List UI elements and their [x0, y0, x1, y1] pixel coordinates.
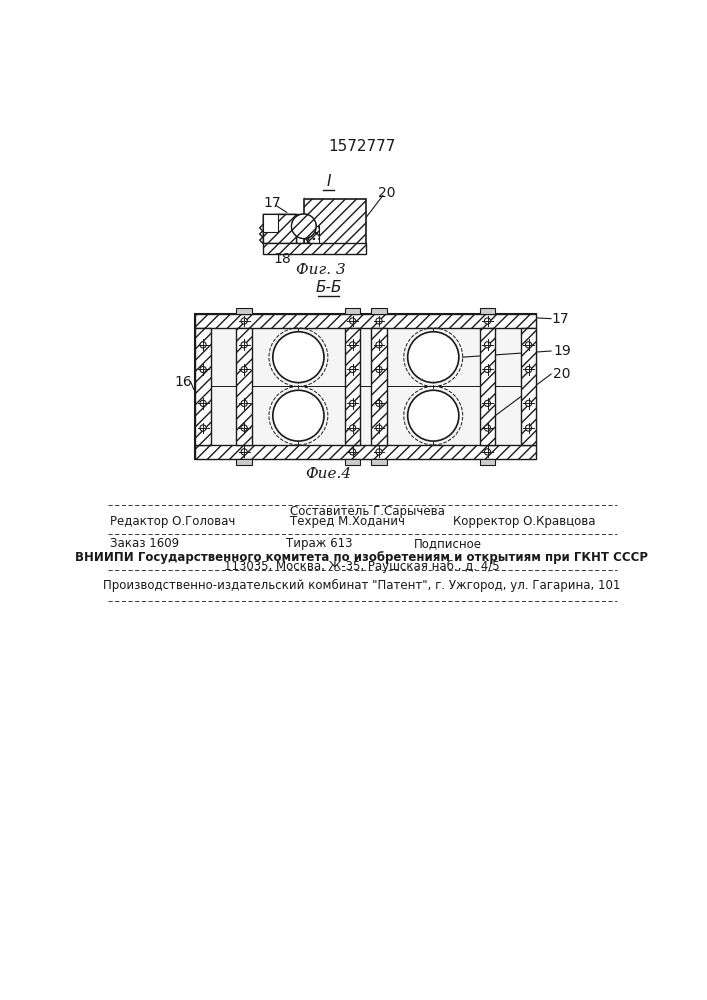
- Bar: [371, 459, 387, 465]
- Circle shape: [376, 318, 382, 324]
- Text: Подписное: Подписное: [414, 537, 482, 550]
- Bar: [345, 459, 361, 465]
- Text: 20: 20: [554, 367, 571, 381]
- Circle shape: [484, 318, 491, 324]
- Bar: [195, 314, 537, 459]
- Text: Корректор О.Кравцова: Корректор О.Кравцова: [452, 515, 595, 528]
- Bar: [345, 328, 361, 445]
- Bar: [263, 214, 296, 243]
- Circle shape: [273, 390, 324, 441]
- Bar: [236, 328, 252, 445]
- Text: 20: 20: [378, 186, 395, 200]
- Circle shape: [241, 449, 247, 455]
- Circle shape: [200, 342, 206, 348]
- Text: Тираж 613: Тираж 613: [286, 537, 353, 550]
- Circle shape: [376, 425, 382, 431]
- Circle shape: [349, 400, 356, 406]
- Text: Фие.4: Фие.4: [305, 467, 351, 481]
- Text: 1572777: 1572777: [328, 139, 396, 154]
- Text: Техред М.Ходанич: Техред М.Ходанич: [290, 515, 405, 528]
- Text: 16: 16: [174, 375, 192, 389]
- Circle shape: [484, 400, 491, 406]
- Text: Составитель Г.Сарычева: Составитель Г.Сарычева: [290, 505, 445, 518]
- Circle shape: [291, 214, 316, 239]
- Bar: [236, 308, 252, 314]
- Text: 17: 17: [263, 196, 281, 210]
- Bar: [345, 308, 361, 314]
- Circle shape: [273, 332, 324, 383]
- Circle shape: [376, 366, 382, 373]
- Text: ВНИИПИ Государственного комитета по изобретениям и открытиям при ГКНТ СССР: ВНИИПИ Государственного комитета по изоб…: [76, 551, 648, 564]
- Circle shape: [525, 366, 532, 373]
- Bar: [304, 199, 366, 249]
- Bar: [480, 308, 495, 314]
- Bar: [304, 226, 320, 243]
- Text: 113035, Москва, Ж-35, Раушская наб., д. 4/5: 113035, Москва, Ж-35, Раушская наб., д. …: [224, 560, 500, 573]
- Circle shape: [241, 425, 247, 431]
- Circle shape: [525, 342, 532, 348]
- Bar: [195, 328, 211, 445]
- Circle shape: [241, 318, 247, 324]
- Circle shape: [241, 400, 247, 406]
- Bar: [371, 328, 387, 445]
- Text: Фиг. 3: Фиг. 3: [296, 263, 346, 277]
- Bar: [304, 226, 320, 243]
- Text: Редактор О.Головач: Редактор О.Головач: [110, 515, 235, 528]
- Circle shape: [241, 342, 247, 348]
- Circle shape: [484, 342, 491, 348]
- Bar: [236, 459, 252, 465]
- Bar: [263, 214, 279, 232]
- Circle shape: [349, 449, 356, 455]
- Bar: [371, 308, 387, 314]
- Bar: [195, 314, 537, 328]
- Circle shape: [241, 366, 247, 373]
- Bar: [480, 328, 495, 445]
- Circle shape: [408, 390, 459, 441]
- Circle shape: [376, 400, 382, 406]
- Bar: [263, 243, 366, 254]
- Circle shape: [200, 400, 206, 406]
- Circle shape: [349, 342, 356, 348]
- Circle shape: [484, 425, 491, 431]
- Text: I: I: [327, 174, 331, 189]
- Text: 18: 18: [273, 252, 291, 266]
- Circle shape: [349, 318, 356, 324]
- Text: 17: 17: [552, 312, 569, 326]
- Circle shape: [200, 425, 206, 431]
- Circle shape: [200, 366, 206, 373]
- Circle shape: [408, 332, 459, 383]
- Circle shape: [484, 366, 491, 373]
- Circle shape: [349, 366, 356, 373]
- Circle shape: [376, 449, 382, 455]
- Text: Заказ 1609: Заказ 1609: [110, 537, 179, 550]
- Bar: [521, 328, 537, 445]
- Circle shape: [349, 425, 356, 431]
- Bar: [199, 318, 532, 455]
- Circle shape: [484, 449, 491, 455]
- Circle shape: [525, 425, 532, 431]
- Bar: [480, 459, 495, 465]
- Text: Производственно-издательский комбинат "Патент", г. Ужгород, ул. Гагарина, 101: Производственно-издательский комбинат "П…: [103, 579, 621, 592]
- Circle shape: [376, 342, 382, 348]
- Text: Б-Б: Б-Б: [315, 280, 342, 295]
- Circle shape: [525, 400, 532, 406]
- Bar: [263, 214, 296, 243]
- Bar: [195, 445, 537, 459]
- Text: 19: 19: [554, 344, 571, 358]
